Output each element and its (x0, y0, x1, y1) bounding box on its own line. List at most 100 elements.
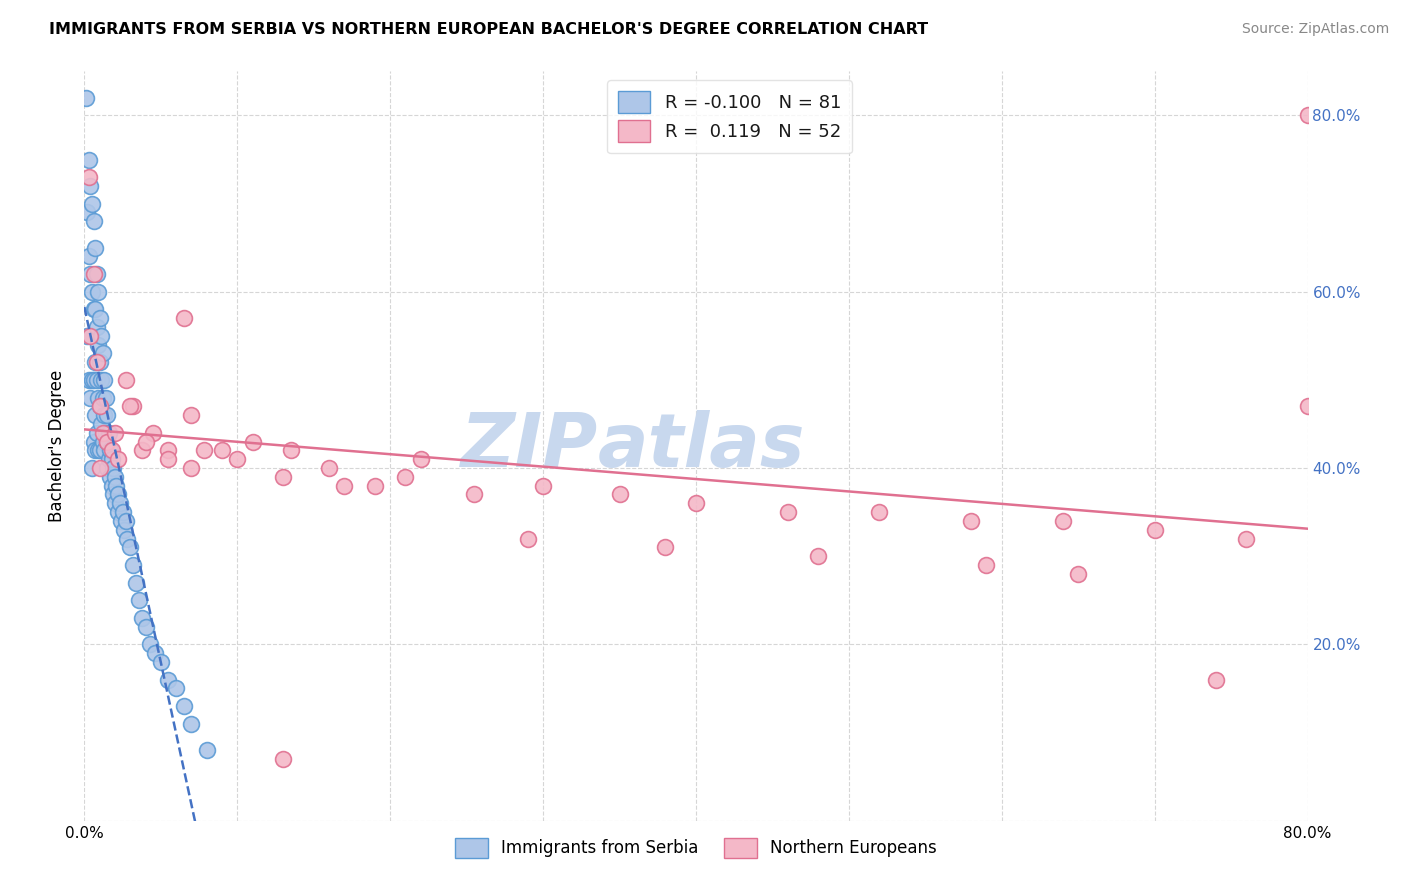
Text: Source: ZipAtlas.com: Source: ZipAtlas.com (1241, 22, 1389, 37)
Point (93, 408, 115, 422)
Point (135, 434, 157, 449)
Point (173, 699, 195, 714)
Point (1236, 532, 1258, 546)
Point (96, 408, 118, 422)
Point (86, 320, 108, 334)
Point (80, 196, 103, 211)
Point (89, 461, 111, 475)
Point (79, 391, 101, 405)
Point (409, 452, 432, 467)
Point (271, 752, 294, 766)
Point (93, 373, 115, 387)
Point (83, 214, 105, 228)
Point (103, 487, 125, 501)
Point (90, 328, 112, 343)
Point (157, 673, 180, 687)
Point (1143, 523, 1166, 537)
Point (131, 611, 153, 625)
Point (122, 400, 145, 414)
Point (89, 400, 111, 414)
Point (107, 452, 129, 467)
Point (84, 302, 107, 317)
Point (89, 400, 111, 414)
Point (80, 461, 103, 475)
Point (77, 373, 100, 387)
Point (80, 373, 103, 387)
Point (195, 743, 218, 757)
Point (139, 637, 162, 651)
Point (87, 391, 110, 405)
Point (165, 681, 187, 696)
Point (271, 470, 294, 484)
Point (120, 400, 142, 414)
Text: IMMIGRANTS FROM SERBIA VS NORTHERN EUROPEAN BACHELOR'S DEGREE CORRELATION CHART: IMMIGRANTS FROM SERBIA VS NORTHERN EUROP… (49, 22, 928, 37)
Point (128, 593, 150, 607)
Point (86, 425, 108, 440)
Point (114, 373, 136, 387)
Point (807, 549, 830, 564)
Point (242, 434, 264, 449)
Point (1296, 400, 1319, 414)
Point (84, 408, 107, 422)
Point (84, 355, 107, 369)
Legend: Immigrants from Serbia, Northern Europeans: Immigrants from Serbia, Northern Europea… (449, 831, 943, 864)
Point (86, 267, 108, 281)
Point (960, 514, 983, 528)
Point (131, 443, 153, 458)
Point (83, 267, 105, 281)
Point (98, 470, 121, 484)
Point (80, 285, 103, 299)
Point (77, 250, 100, 264)
Point (463, 487, 485, 501)
Point (180, 408, 202, 422)
Point (96, 434, 118, 449)
Point (98, 443, 121, 458)
Point (94, 425, 117, 440)
Point (193, 443, 215, 458)
Point (280, 443, 302, 458)
Text: atlas: atlas (598, 409, 806, 483)
Point (333, 478, 356, 492)
Point (87, 285, 110, 299)
Y-axis label: Bachelor's Degree: Bachelor's Degree (48, 370, 66, 522)
Point (105, 478, 128, 492)
Point (108, 496, 131, 510)
Point (101, 443, 124, 458)
Point (87, 337, 110, 351)
Point (89, 311, 111, 326)
Point (869, 505, 891, 519)
Point (180, 461, 202, 475)
Point (1296, 108, 1319, 122)
Point (318, 461, 340, 475)
Point (114, 514, 136, 528)
Point (101, 478, 124, 492)
Point (104, 496, 127, 510)
Point (654, 541, 676, 555)
Point (77, 153, 100, 167)
Point (77, 170, 100, 185)
Point (111, 505, 134, 519)
Point (104, 425, 127, 440)
Point (149, 655, 172, 669)
Point (1052, 514, 1074, 528)
Point (103, 461, 125, 475)
Point (84, 241, 107, 255)
Point (180, 716, 202, 731)
Point (107, 487, 129, 501)
Point (516, 532, 538, 546)
Point (97, 452, 120, 467)
Point (76, 328, 98, 343)
Point (91, 346, 114, 360)
Point (104, 470, 127, 484)
Point (226, 452, 249, 467)
Point (112, 523, 135, 537)
Point (76, 205, 98, 219)
Point (96, 434, 118, 449)
Point (122, 558, 145, 572)
Point (531, 478, 554, 492)
Text: ZIP: ZIP (461, 409, 598, 483)
Point (107, 505, 129, 519)
Point (609, 487, 631, 501)
Point (91, 434, 114, 449)
Point (115, 532, 138, 546)
